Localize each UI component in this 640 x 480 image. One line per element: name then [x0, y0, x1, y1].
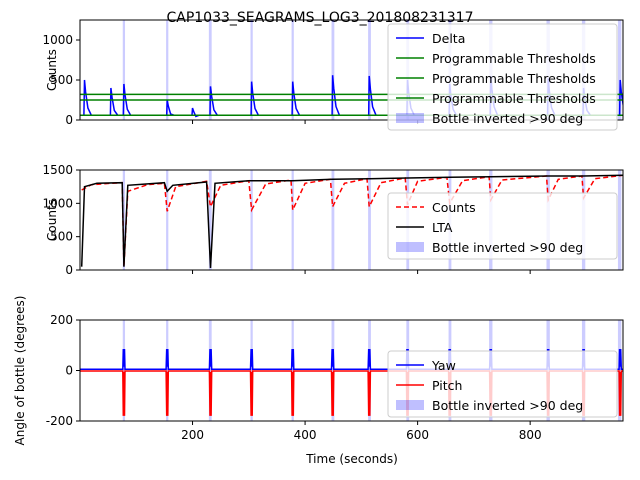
- inverted-band: [250, 170, 253, 270]
- legend-label: Bottle inverted >90 deg: [432, 111, 583, 126]
- legend-swatch: [396, 113, 424, 123]
- inverted-band: [208, 170, 212, 270]
- legend-label: Programmable Thresholds: [432, 51, 596, 66]
- legend-label: Programmable Thresholds: [432, 91, 596, 106]
- y-tick-label: 200: [50, 313, 73, 327]
- inverted-band: [368, 20, 371, 120]
- axes-frame: [79, 169, 624, 271]
- inverted-band: [122, 170, 126, 270]
- inverted-band: [368, 320, 371, 421]
- y-axis-label: Angle of bottle (degrees): [13, 296, 27, 446]
- legend-swatch: [396, 242, 424, 252]
- y-tick-label: 1500: [42, 163, 73, 177]
- legend-box: [387, 350, 618, 418]
- inverted-band: [617, 170, 622, 270]
- legend: Yaw Pitch Bottle inverted >90 deg: [387, 350, 618, 418]
- x-tick-label: 600: [406, 428, 429, 442]
- legend-swatch: [396, 400, 424, 410]
- y-tick-label: 1000: [42, 196, 73, 210]
- legend: Counts LTA Bottle inverted >90 deg: [387, 192, 618, 260]
- legend-box: [387, 192, 618, 260]
- y-tick-label: 1000: [42, 33, 73, 47]
- y-tick-label: 500: [50, 230, 73, 244]
- inverted-band: [291, 170, 294, 270]
- inverted-band: [331, 20, 335, 120]
- inverted-band: [368, 170, 371, 270]
- x-axis-label: Time (seconds): [305, 452, 398, 466]
- legend-label: Delta: [432, 31, 465, 46]
- axes-frame: [79, 19, 624, 121]
- panel-2: 0 500 1000 1500 Counts Counts LTA Bottle invert…: [42, 163, 624, 277]
- panel-1: 0 500 1000 Counts Delta Programmable Threshol…: [42, 19, 624, 131]
- legend-label: Bottle inverted >90 deg: [432, 240, 583, 255]
- inverted-band: [166, 20, 169, 120]
- inverted-band: [208, 320, 212, 421]
- panel-3: 200 400 600 800 -200 0 200 Angle of bottle (deg…: [13, 296, 624, 446]
- inverted-band: [208, 20, 212, 120]
- legend-label: Bottle inverted >90 deg: [432, 398, 583, 413]
- chart-title: CAP1033_SEAGRAMS_LOG3_201808231317: [166, 10, 473, 26]
- legend-label: Programmable Thresholds: [432, 71, 596, 86]
- inverted-band: [166, 170, 169, 270]
- y-tick-label: -200: [46, 414, 73, 428]
- inverted-band: [250, 20, 253, 120]
- legend-label: Yaw: [431, 358, 456, 373]
- legend-label: Counts: [432, 200, 476, 215]
- inverted-band: [122, 20, 126, 120]
- legend-box: [387, 23, 618, 131]
- x-tick-label: 800: [519, 428, 542, 442]
- legend-label: Pitch: [432, 378, 462, 393]
- inverted-band: [291, 320, 294, 421]
- inverted-band: [331, 320, 335, 421]
- y-tick-label: 0: [65, 113, 73, 127]
- legend: Delta Programmable Thresholds Programmable…: [387, 23, 618, 131]
- x-tick-label: 200: [181, 428, 204, 442]
- inverted-band: [122, 320, 126, 421]
- inverted-band: [250, 320, 253, 421]
- x-tick-label: 400: [294, 428, 317, 442]
- series-line: [80, 174, 623, 269]
- inverted-band: [617, 20, 622, 120]
- legend-label: LTA: [432, 220, 453, 235]
- y-tick-label: 500: [50, 73, 73, 87]
- y-axis-label: Counts: [45, 49, 59, 91]
- inverted-band: [166, 320, 169, 421]
- y-axis-label: Counts: [45, 199, 59, 241]
- inverted-band: [291, 20, 294, 120]
- y-tick-label: 0: [65, 263, 73, 277]
- inverted-band: [331, 170, 335, 270]
- y-tick-label: 0: [65, 364, 73, 378]
